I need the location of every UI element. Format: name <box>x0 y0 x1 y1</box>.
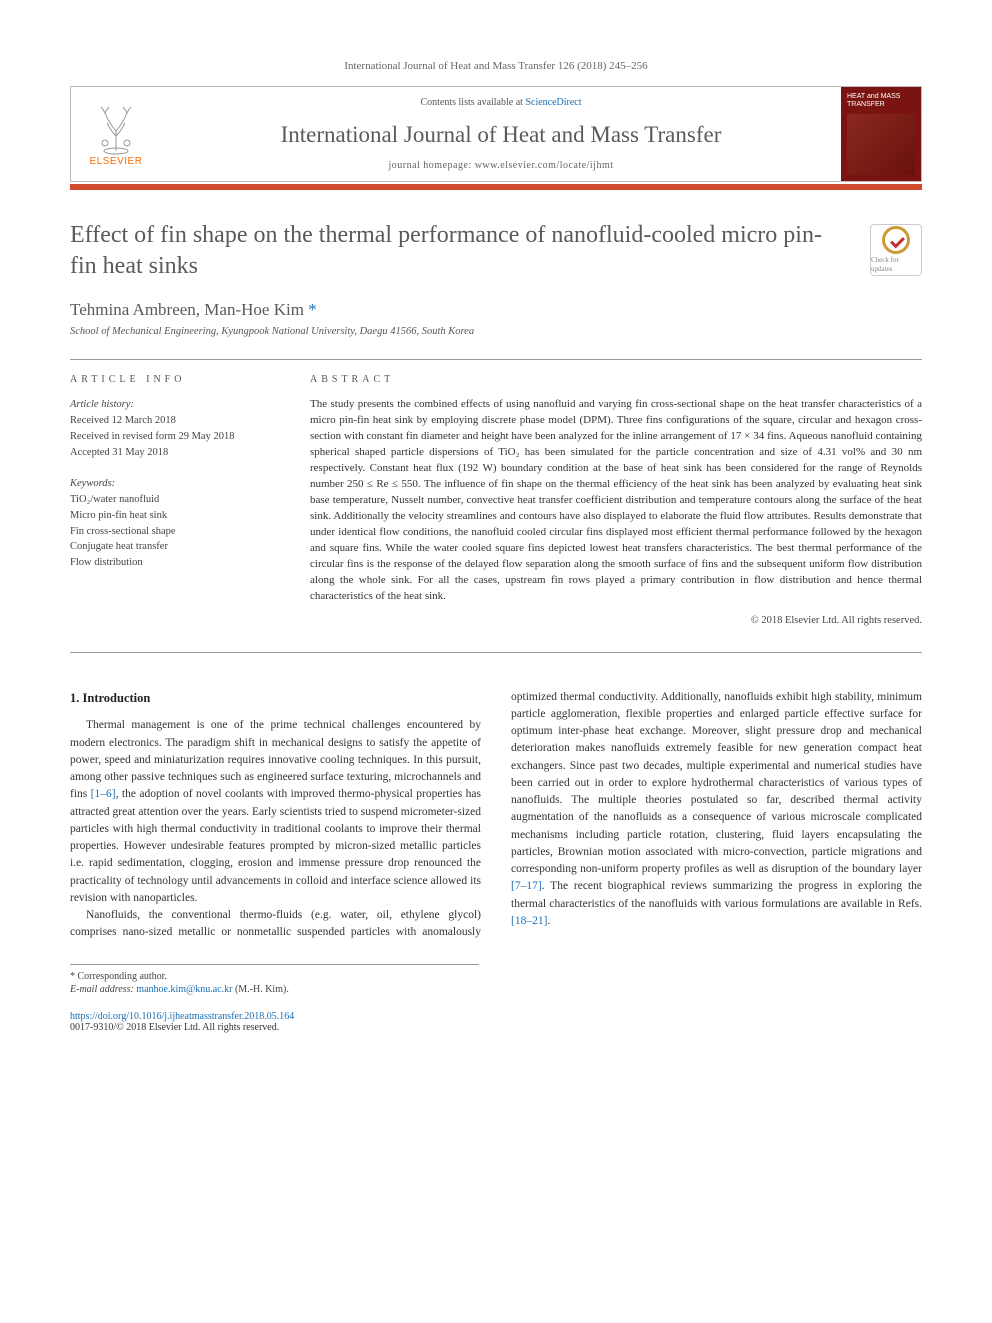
para2-text-c: . <box>547 915 550 927</box>
sciencedirect-link[interactable]: ScienceDirect <box>525 97 581 108</box>
body-two-column: 1. Introduction Thermal management is on… <box>70 689 922 942</box>
citation-link[interactable]: [1–6] <box>91 788 116 800</box>
publisher-name: ELSEVIER <box>90 156 143 167</box>
abstract-label: abstract <box>310 374 922 385</box>
keywords-block: Keywords: TiO₂/water nanofluid Micro pin… <box>70 476 280 571</box>
journal-header: ELSEVIER Contents lists available at Sci… <box>70 86 922 182</box>
article-title: Effect of fin shape on the thermal perfo… <box>70 220 922 282</box>
cover-title: HEAT and MASS TRANSFER <box>847 93 915 110</box>
check-updates-icon <box>882 226 910 254</box>
keywords-label: Keywords: <box>70 476 280 492</box>
contents-prefix: Contents lists available at <box>420 97 525 108</box>
page-root: International Journal of Heat and Mass T… <box>0 0 992 1073</box>
check-updates-label: Check for updates <box>871 256 921 274</box>
keyword: Fin cross-sectional shape <box>70 524 280 540</box>
date-revised: Received in revised form 29 May 2018 <box>70 429 280 445</box>
elsevier-tree-icon <box>91 101 141 156</box>
doi-link[interactable]: https://doi.org/10.1016/j.ijheatmasstran… <box>70 1011 294 1022</box>
abstract-column: abstract The study presents the combined… <box>310 374 922 625</box>
keyword: Flow distribution <box>70 555 280 571</box>
homepage-prefix: journal homepage: <box>388 160 474 171</box>
journal-homepage-line: journal homepage: www.elsevier.com/locat… <box>169 160 833 171</box>
divider-mid1 <box>70 652 922 653</box>
corresponding-author-footer: * Corresponding author. E-mail address: … <box>70 964 479 995</box>
accent-bar <box>70 184 922 190</box>
corresponding-label: * Corresponding author. <box>70 971 479 982</box>
date-received: Received 12 March 2018 <box>70 413 280 429</box>
article-info-column: article info Article history: Received 1… <box>70 374 280 625</box>
authors-line: Tehmina Ambreen, Man-Hoe Kim * <box>70 300 922 320</box>
divider-top <box>70 359 922 360</box>
keyword: TiO₂/water nanofluid <box>70 492 280 508</box>
para1-text-b: , the adoption of novel coolants with im… <box>70 788 481 904</box>
email-label: E-mail address: <box>70 984 136 995</box>
section-heading-intro: 1. Introduction <box>70 689 481 708</box>
info-abstract-row: article info Article history: Received 1… <box>70 374 922 625</box>
cover-image <box>847 114 915 175</box>
keyword: Conjugate heat transfer <box>70 539 280 555</box>
intro-paragraph-1: Thermal management is one of the prime t… <box>70 717 481 907</box>
keyword: Micro pin-fin heat sink <box>70 508 280 524</box>
abstract-text: The study presents the combined effects … <box>310 397 922 604</box>
issn-copyright: 0017-9310/© 2018 Elsevier Ltd. All right… <box>70 1022 279 1033</box>
doi-footer: https://doi.org/10.1016/j.ijheatmasstran… <box>70 1011 922 1033</box>
affiliation: School of Mechanical Engineering, Kyungp… <box>70 326 922 337</box>
history-label: Article history: <box>70 397 280 413</box>
date-accepted: Accepted 31 May 2018 <box>70 445 280 461</box>
corresponding-marker: * <box>308 300 317 319</box>
citation-link[interactable]: [7–17] <box>511 880 542 892</box>
email-suffix: (M.-H. Kim). <box>232 984 288 995</box>
journal-reference: International Journal of Heat and Mass T… <box>70 60 922 72</box>
journal-title: International Journal of Heat and Mass T… <box>169 122 833 148</box>
abstract-copyright: © 2018 Elsevier Ltd. All rights reserved… <box>310 615 922 626</box>
header-center: Contents lists available at ScienceDirec… <box>161 87 841 181</box>
email-line: E-mail address: manhoe.kim@knu.ac.kr (M.… <box>70 984 479 995</box>
article-title-text: Effect of fin shape on the thermal perfo… <box>70 222 822 279</box>
citation-link[interactable]: [18–21] <box>511 915 547 927</box>
corresponding-email-link[interactable]: manhoe.kim@knu.ac.kr <box>136 984 232 995</box>
homepage-url: www.elsevier.com/locate/ijhmt <box>475 160 614 171</box>
author-names: Tehmina Ambreen, Man-Hoe Kim <box>70 300 304 319</box>
article-history: Article history: Received 12 March 2018 … <box>70 397 280 460</box>
journal-cover-thumbnail: HEAT and MASS TRANSFER <box>841 87 921 181</box>
check-updates-badge[interactable]: Check for updates <box>870 224 922 276</box>
article-info-label: article info <box>70 374 280 385</box>
para2-text-b: . The recent biographical reviews summar… <box>511 880 922 909</box>
publisher-logo-block: ELSEVIER <box>71 87 161 181</box>
contents-available-line: Contents lists available at ScienceDirec… <box>169 97 833 108</box>
